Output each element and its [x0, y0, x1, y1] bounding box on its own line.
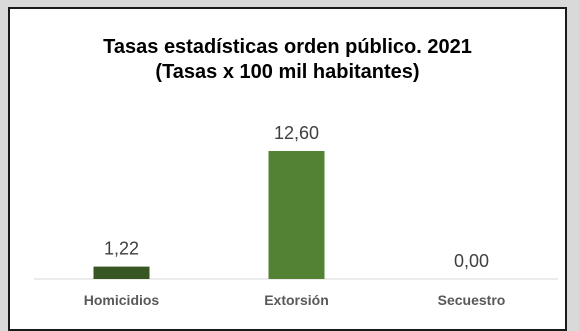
bar-homicidios: [93, 266, 150, 279]
bar-chart-plot: 1,22 Homicidios 12,60 Extorsión 0,00 Secuestr…: [34, 123, 558, 308]
category-label-secuestro: Secuestro: [438, 292, 506, 308]
chart-title: Tasas estadísticas orden público. 2021: [103, 36, 472, 58]
data-label-homicidios: 1,22: [104, 239, 139, 259]
category-label-homicidios: Homicidios: [84, 292, 160, 308]
chart-container: Tasas estadísticas orden público. 2021 (…: [8, 7, 567, 331]
data-label-extorsión: 12,60: [274, 123, 319, 143]
chart-subtitle: (Tasas x 100 mil habitantes): [155, 61, 420, 83]
category-label-extorsión: Extorsión: [264, 292, 329, 308]
bar-extorsión: [268, 151, 325, 279]
data-label-secuestro: 0,00: [454, 251, 489, 271]
chart-title-block: Tasas estadísticas orden público. 2021 (…: [10, 35, 565, 85]
